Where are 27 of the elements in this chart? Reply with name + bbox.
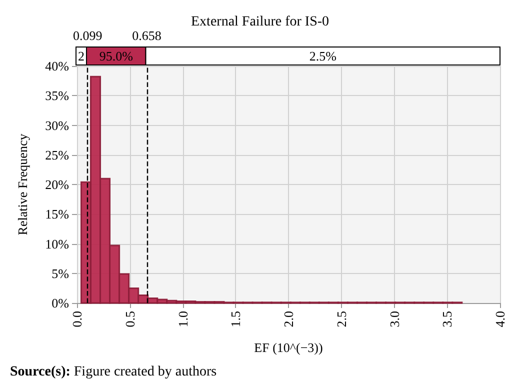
x-tick-label: 4.0 (492, 311, 508, 328)
y-tick-label: 15% (45, 206, 70, 222)
x-tick-label: 2.5 (334, 311, 349, 328)
ref-line-label: 0.099 (72, 28, 102, 43)
y-tick-label: 40% (45, 58, 70, 74)
x-tick-label: 3.5 (440, 311, 455, 328)
text: 2.5% (309, 48, 337, 64)
x-axis-title: EF (10^(−3)) (254, 340, 323, 355)
x-tick-label: 0.0 (70, 311, 84, 328)
x-tick-label: 2.0 (281, 311, 296, 328)
ref-line-label: 0.658 (132, 28, 162, 43)
y-tick-label: 0% (52, 296, 70, 310)
x-tick-label: 0.5 (122, 311, 138, 328)
text: 95.0% (99, 48, 134, 64)
y-tick-label: 30% (45, 118, 70, 133)
source-note: Source(s): Figure created by authors (10, 364, 217, 380)
y-axis-title: Relative Frequency (15, 133, 30, 236)
y-tick-label: 35% (45, 88, 70, 104)
text: 2 (78, 48, 84, 64)
y-tick-label: 20% (45, 177, 70, 192)
chart-title: External Failure for IS-0 (190, 14, 330, 30)
x-tick-label: 1.0 (175, 311, 190, 328)
y-tick-label: 5% (52, 266, 70, 281)
y-tick-label: 10% (45, 236, 70, 252)
x-tick-label: 3.0 (386, 311, 402, 328)
x-tick-label: 1.5 (228, 311, 244, 328)
y-tick-label: 25% (45, 147, 70, 162)
